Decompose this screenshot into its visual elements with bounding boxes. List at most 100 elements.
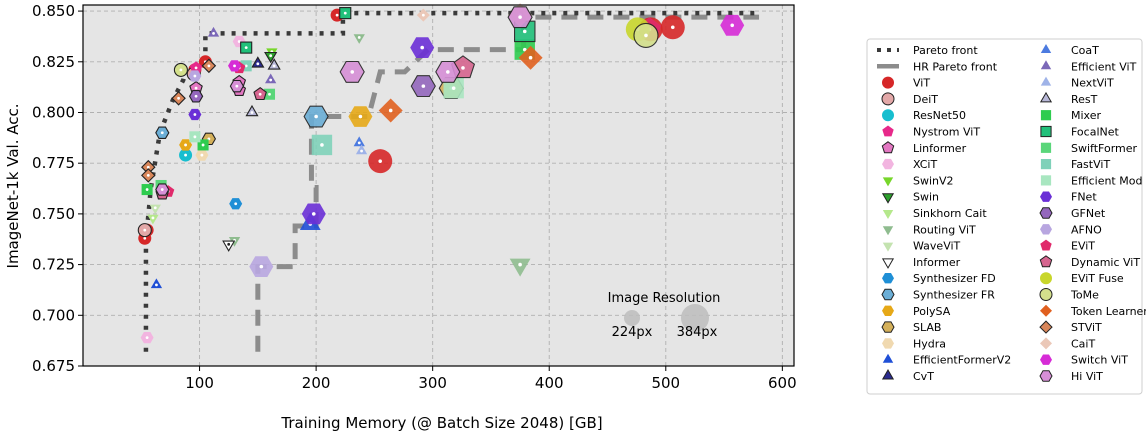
legend-item: SLAB	[881, 321, 941, 334]
legend-label: Dynamic ViT	[1071, 256, 1140, 269]
data-point-center	[153, 206, 157, 210]
legend-label: EViT Fuse	[1071, 272, 1124, 285]
x-tick-label: 100	[185, 374, 214, 392]
legend-swatch	[1040, 272, 1052, 285]
legend-swatch	[1040, 159, 1052, 170]
data-point	[245, 104, 259, 117]
data-point-center	[522, 47, 527, 52]
data-point-center	[200, 153, 204, 157]
legend-swatch	[1039, 288, 1053, 301]
data-point-center	[343, 11, 347, 15]
legend-swatch	[1040, 191, 1052, 202]
legend-swatch	[1040, 76, 1052, 86]
legend-label: CvT	[913, 370, 934, 383]
legend-label: Swin	[913, 191, 939, 204]
legend-label: Pareto front	[913, 44, 978, 57]
legend-swatch	[882, 242, 894, 252]
data-point-center	[194, 66, 198, 70]
legend-swatch	[1039, 91, 1053, 103]
legend-swatch	[882, 109, 894, 122]
plot-frame	[82, 4, 795, 367]
resolution-marker-384	[681, 304, 709, 332]
legend-label: SwiftFormer	[1071, 142, 1138, 155]
legend-item: FNet	[1040, 191, 1097, 204]
data-point-center	[269, 54, 273, 58]
series-afno	[188, 70, 274, 277]
legend-label: Hi ViT	[1071, 370, 1103, 383]
legend-swatch	[882, 210, 894, 219]
data-point	[207, 26, 220, 37]
data-point-center	[518, 262, 522, 267]
series-coat	[353, 136, 365, 147]
data-point-center	[177, 96, 180, 100]
legend-label: Mixer	[1071, 109, 1101, 122]
series-routing-vit	[228, 34, 531, 277]
data-point-center	[194, 94, 198, 98]
legend-item: STViT	[1039, 320, 1102, 334]
legend-item: Switch ViT	[1040, 354, 1128, 367]
series-stvit	[141, 58, 217, 183]
data-point	[149, 204, 161, 215]
legend-swatch	[1039, 255, 1053, 268]
data-point-center	[446, 70, 450, 74]
legend-label: Hydra	[913, 337, 946, 350]
x-tick-label: 200	[302, 374, 331, 392]
legend-label: Informer	[913, 256, 961, 269]
data-point-center	[670, 25, 675, 30]
legend-label: ToMe	[1070, 289, 1099, 302]
data-point-center	[146, 165, 150, 169]
series-tome	[173, 22, 659, 77]
legend-swatch	[1039, 207, 1053, 219]
data-point-center	[461, 66, 465, 70]
data-point-center	[151, 216, 155, 220]
legend-swatch	[881, 369, 895, 380]
legend-item: EViT	[1040, 239, 1095, 253]
legend-label: NextViT	[1071, 77, 1114, 90]
data-point-center	[194, 86, 198, 90]
y-tick-label: 0.725	[32, 256, 75, 274]
data-point-center	[451, 86, 456, 90]
data-point-center	[730, 23, 735, 28]
data-point-center	[421, 13, 425, 17]
series-wavevit	[149, 204, 161, 215]
legend-item: ToMe	[1039, 288, 1099, 302]
legend-item: FastViT	[1040, 158, 1110, 171]
legend-label: WaveViT	[913, 240, 961, 253]
legend-label: Sinkhorn Cait	[913, 207, 987, 220]
legend-label: SwinV2	[913, 174, 954, 187]
data-point-center	[518, 15, 522, 19]
data-point-center	[145, 336, 149, 340]
legend-swatch	[1040, 337, 1052, 350]
legend-label: HR Pareto front	[913, 60, 998, 73]
legend-item: CaiT	[1040, 337, 1095, 350]
series-swin	[264, 51, 278, 64]
series-hi-vit	[155, 6, 533, 196]
data-point-center	[179, 68, 183, 72]
legend-item: Synthesizer FR	[881, 289, 995, 302]
series-token-learner	[378, 45, 543, 123]
data-point-center	[388, 108, 393, 113]
legend-swatch	[882, 273, 894, 284]
data-point-center	[233, 64, 236, 68]
data-point-center	[358, 114, 363, 119]
legend-label: Synthesizer FD	[913, 272, 996, 285]
resolution-label-224: 224px	[612, 325, 653, 340]
series-nextvit	[355, 144, 368, 155]
legend-swatch	[882, 305, 894, 316]
legend-item: Pareto front	[877, 44, 978, 57]
y-axis-label: ImageNet-1k Val. Acc.	[4, 104, 22, 269]
legend-swatch	[1040, 44, 1052, 53]
series-efficient-vit	[207, 26, 277, 84]
legend-label: EViT	[1071, 240, 1095, 253]
data-point-center	[320, 143, 324, 147]
series-sinkhorn-cait	[147, 214, 159, 225]
data-point-center	[235, 84, 239, 88]
legend-item: HR Pareto front	[877, 60, 998, 73]
legend-label: FastViT	[1071, 158, 1110, 171]
axes: 100 200 300 400 500 600 0.675 0.700 0.725 0.750 0.…	[32, 2, 797, 392]
legend-label: SLAB	[913, 321, 941, 334]
legend-item: WaveViT	[882, 240, 961, 253]
legend-label: EfficientFormerV2	[913, 354, 1011, 367]
legend-item: GFNet	[1039, 207, 1106, 220]
